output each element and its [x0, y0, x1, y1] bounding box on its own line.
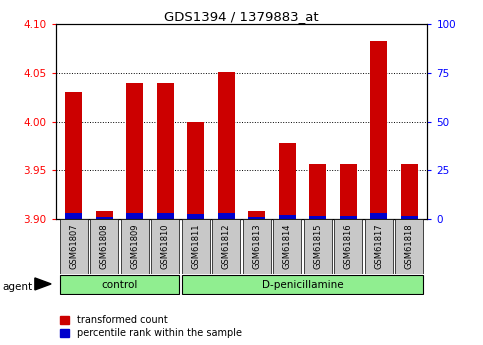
- Bar: [279, 143, 296, 219]
- Bar: [157, 213, 174, 219]
- Bar: [66, 92, 82, 219]
- Bar: [401, 216, 417, 219]
- Text: control: control: [101, 280, 138, 289]
- Text: D-penicillamine: D-penicillamine: [262, 280, 343, 289]
- FancyBboxPatch shape: [90, 219, 118, 274]
- Text: GSM61807: GSM61807: [70, 224, 78, 269]
- Bar: [248, 211, 265, 219]
- FancyBboxPatch shape: [304, 219, 332, 274]
- Title: GDS1394 / 1379883_at: GDS1394 / 1379883_at: [164, 10, 319, 23]
- FancyBboxPatch shape: [60, 219, 88, 274]
- Bar: [187, 121, 204, 219]
- Bar: [370, 41, 387, 219]
- FancyBboxPatch shape: [60, 275, 179, 294]
- Bar: [96, 211, 113, 219]
- Bar: [127, 82, 143, 219]
- Bar: [127, 213, 143, 219]
- Text: GSM61818: GSM61818: [405, 224, 413, 269]
- Bar: [309, 165, 326, 219]
- FancyBboxPatch shape: [243, 219, 271, 274]
- Text: GSM61815: GSM61815: [313, 224, 322, 269]
- Text: GSM61812: GSM61812: [222, 224, 231, 269]
- Bar: [218, 72, 235, 219]
- Text: GSM61816: GSM61816: [344, 224, 353, 269]
- Bar: [248, 217, 265, 219]
- Bar: [340, 216, 356, 219]
- Text: GSM61808: GSM61808: [100, 224, 109, 269]
- FancyBboxPatch shape: [151, 219, 179, 274]
- Bar: [370, 213, 387, 219]
- Polygon shape: [35, 278, 51, 290]
- FancyBboxPatch shape: [334, 219, 362, 274]
- Bar: [401, 165, 417, 219]
- Legend: transformed count, percentile rank within the sample: transformed count, percentile rank withi…: [60, 315, 242, 338]
- Bar: [66, 213, 82, 219]
- FancyBboxPatch shape: [212, 219, 240, 274]
- Bar: [96, 217, 113, 219]
- Bar: [157, 82, 174, 219]
- Bar: [187, 214, 204, 219]
- FancyBboxPatch shape: [121, 219, 149, 274]
- Bar: [340, 165, 356, 219]
- Text: GSM61813: GSM61813: [252, 224, 261, 269]
- Text: GSM61809: GSM61809: [130, 224, 139, 269]
- FancyBboxPatch shape: [365, 219, 393, 274]
- Text: agent: agent: [2, 282, 32, 292]
- FancyBboxPatch shape: [395, 219, 423, 274]
- FancyBboxPatch shape: [182, 275, 423, 294]
- FancyBboxPatch shape: [273, 219, 301, 274]
- FancyBboxPatch shape: [182, 219, 210, 274]
- Bar: [279, 215, 296, 219]
- Text: GSM61811: GSM61811: [191, 224, 200, 269]
- Text: GSM61814: GSM61814: [283, 224, 292, 269]
- Text: GSM61817: GSM61817: [374, 224, 383, 269]
- Bar: [218, 213, 235, 219]
- Bar: [309, 216, 326, 219]
- Text: GSM61810: GSM61810: [161, 224, 170, 269]
